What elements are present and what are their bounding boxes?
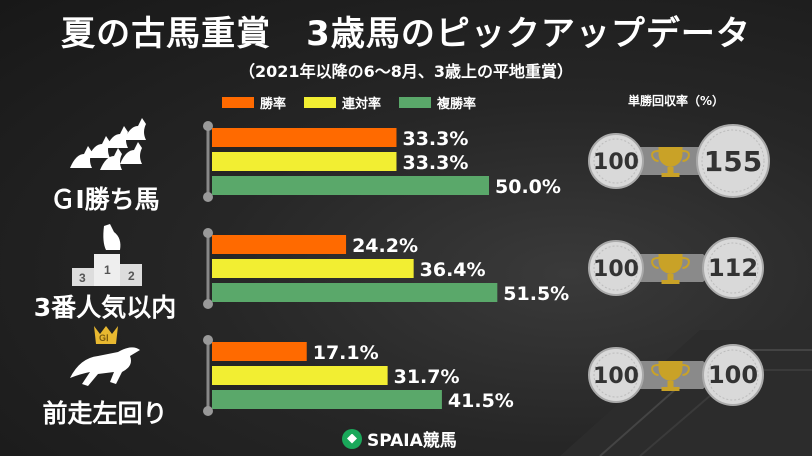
legend-swatch-win <box>222 97 254 108</box>
coin-ring <box>701 129 765 193</box>
axis-knob <box>203 192 213 202</box>
legend-swatch-show <box>399 97 432 108</box>
bar-win <box>212 342 307 361</box>
legend-label-show: 複勝率 <box>437 97 477 112</box>
bar-win <box>212 128 397 147</box>
roi-title: 単勝回収率（%） <box>628 94 725 108</box>
bar-quinella <box>212 259 414 278</box>
roi-base-value: 100 <box>593 257 639 282</box>
coin-icon <box>702 237 764 299</box>
trophy-icon <box>651 361 690 391</box>
coin-icon <box>588 347 644 403</box>
coin-ring <box>593 138 639 184</box>
bar-show <box>212 283 498 302</box>
horses-group-icon <box>70 118 146 170</box>
data-label: 24.2% <box>352 235 418 257</box>
coin-icon <box>588 133 644 189</box>
crowned-horse-icon: GⅠ <box>70 326 140 386</box>
chart-subtitle: （2021年以降の6～8月、3歳上の平地重賞） <box>239 62 573 81</box>
legend-label-win: 勝率 <box>260 97 287 112</box>
data-label: 36.4% <box>420 259 486 281</box>
axis-knob <box>203 121 213 131</box>
bar-show <box>212 390 442 409</box>
bar-quinella <box>212 152 397 171</box>
data-label: 33.3% <box>402 152 468 174</box>
data-label: 41.5% <box>448 390 514 412</box>
axis-knob <box>203 335 213 345</box>
svg-text:1: 1 <box>104 263 111 277</box>
trophy-icon <box>651 147 690 177</box>
axis-knob <box>203 406 213 416</box>
axis-knob <box>203 228 213 238</box>
roi-result-value: 100 <box>708 361 758 389</box>
coin-ring <box>707 349 759 401</box>
axis-knob <box>203 299 213 309</box>
legend: 勝率 連対率 複勝率 <box>222 93 476 112</box>
coin-icon <box>588 240 644 296</box>
coin-ring <box>593 352 639 398</box>
data-label: 31.7% <box>394 366 460 388</box>
coin-ring <box>707 242 759 294</box>
legend-item-quinella: 連対率 <box>304 93 381 112</box>
trophy-icon <box>651 254 690 284</box>
legend-swatch-quinella <box>304 97 337 108</box>
coin-icon <box>696 124 770 198</box>
category-label-g1-winner: ＧⅠ勝ち馬 <box>50 185 160 214</box>
chart-title: 夏の古馬重賞 3歳馬のピックアップデータ <box>61 14 751 54</box>
podium-horse-icon: 1 2 3 <box>72 224 142 286</box>
data-label: 33.3% <box>402 128 468 150</box>
svg-text:3: 3 <box>79 271 86 285</box>
bar-show <box>212 176 489 195</box>
svg-text:2: 2 <box>128 269 135 283</box>
coin-ring <box>593 245 639 291</box>
roi-result-value: 112 <box>708 254 758 282</box>
roi-result-value: 155 <box>704 145 762 178</box>
bar-win <box>212 235 347 254</box>
legend-item-show: 複勝率 <box>399 93 476 112</box>
spaia-logo-icon <box>342 428 362 449</box>
legend-item-win: 勝率 <box>222 93 286 112</box>
logo-text: SPAIA競馬 <box>367 431 457 451</box>
data-label: 50.0% <box>495 176 561 198</box>
data-label: 17.1% <box>313 342 379 364</box>
category-label-top3-popular: 3番人気以内 <box>33 293 177 322</box>
coin-icon <box>702 344 764 406</box>
legend-label-quinella: 連対率 <box>342 97 382 112</box>
spaia-logo: SPAIA競馬 <box>342 426 457 451</box>
roi-base-value: 100 <box>593 150 639 175</box>
bar-quinella <box>212 366 388 385</box>
roi-base-value: 100 <box>593 364 639 389</box>
svg-text:GⅠ: GⅠ <box>99 333 109 343</box>
data-label: 51.5% <box>503 283 569 305</box>
category-label-left-turn: 前走左回り <box>42 399 168 428</box>
